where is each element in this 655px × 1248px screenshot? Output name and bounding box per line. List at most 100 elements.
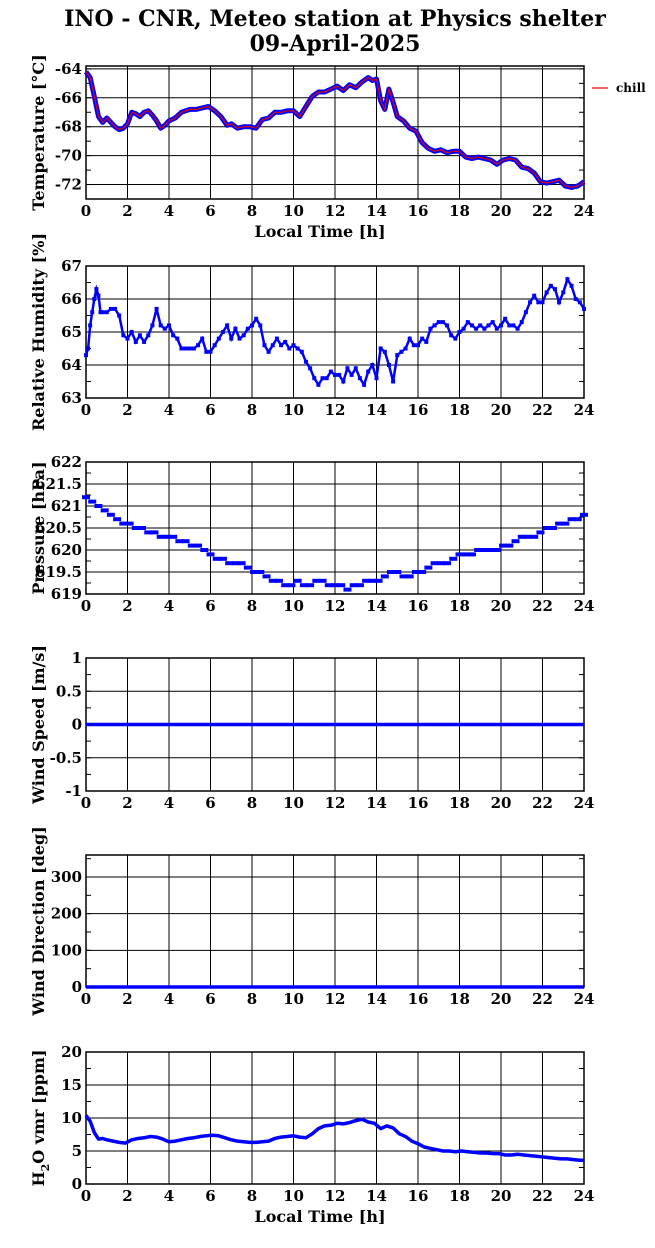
- humidity-data-point: [333, 372, 337, 377]
- humidity-data-point: [175, 336, 180, 341]
- temperature-xtick-label: 14: [366, 202, 387, 220]
- humidity-ytick-label: 66: [61, 290, 82, 308]
- humidity-data-point: [129, 330, 134, 334]
- winddir-xtick-label: 0: [81, 990, 91, 1008]
- pressure-xtick-label: 8: [247, 597, 257, 615]
- humidity-data-point: [515, 326, 520, 331]
- humidity-data-point: [137, 333, 142, 338]
- humidity-data-point: [499, 323, 503, 328]
- humidity-data-point: [108, 306, 113, 311]
- humidity-data-point: [287, 346, 292, 351]
- humidity-data-point: [266, 349, 271, 354]
- humidity-data-point: [125, 336, 130, 341]
- humidity-xtick-label: 20: [491, 401, 512, 419]
- humidity-xtick-label: 18: [449, 401, 470, 419]
- humidity-data-point: [291, 343, 296, 348]
- temperature-plot-frame: [85, 65, 585, 200]
- humidity-data-point: [374, 376, 379, 381]
- humidity-data-point: [316, 382, 321, 387]
- temperature-xtick-label: 12: [325, 202, 346, 220]
- windspeed-ytick-label: 1: [72, 649, 82, 667]
- humidity-data-point: [270, 343, 275, 348]
- humidity-data-point: [94, 287, 99, 292]
- winddir-xtick-label: 22: [532, 990, 553, 1008]
- humidity-data-point: [100, 310, 105, 315]
- pressure-xtick-label: 24: [574, 597, 595, 615]
- humidity-data-point: [220, 330, 225, 334]
- humidity-data-point: [208, 349, 213, 354]
- humidity-data-point: [154, 306, 159, 311]
- humidity-data-point: [216, 336, 221, 341]
- humidity-data-point: [378, 346, 383, 351]
- humidity-xtick-label: 14: [366, 401, 387, 419]
- pressure-ytick-label: 620: [51, 541, 82, 559]
- winddir-xtick-label: 2: [122, 990, 132, 1008]
- humidity-xtick-label: 8: [247, 401, 257, 419]
- pressure-xtick-label: 2: [122, 597, 132, 615]
- humidity-data-point: [565, 277, 570, 282]
- humidity-xtick-label: 10: [283, 401, 304, 419]
- pressure-ytick-label: 621.5: [35, 475, 82, 493]
- humidity-data-point: [84, 353, 88, 358]
- humidity-data-point: [204, 349, 209, 354]
- windspeed-xtick-label: 18: [449, 794, 470, 812]
- winddir-ytick-label: 300: [51, 868, 82, 886]
- humidity-data-point: [457, 330, 462, 334]
- h2o-ytick-label: 20: [61, 1043, 82, 1061]
- humidity-data-point: [162, 326, 167, 331]
- humidity-data-point: [312, 376, 317, 381]
- h2o-xtick-label: 2: [122, 1187, 132, 1205]
- h2o-xtick-label: 20: [491, 1187, 512, 1205]
- h2o-xtick-label: 4: [164, 1187, 174, 1205]
- humidity-xtick-label: 2: [122, 401, 132, 419]
- humidity-data-point: [386, 363, 391, 367]
- windspeed-yaxis-label: Wind Speed [m/s]: [29, 645, 48, 805]
- humidity-data-point: [167, 323, 171, 328]
- humidity-data-point: [113, 306, 118, 311]
- humidity-data-point: [142, 339, 147, 344]
- humidity-data-point: [494, 326, 499, 331]
- humidity-data-point: [399, 349, 404, 354]
- humidity-data-point: [191, 346, 196, 351]
- temperature-ytick-label: -72: [55, 176, 82, 194]
- pressure-ytick-label: 622: [51, 453, 82, 471]
- winddir-yaxis-label: Wind Direction [deg]: [29, 826, 48, 1017]
- windspeed-xtick-label: 8: [247, 794, 257, 812]
- humidity-ytick-label: 65: [61, 323, 82, 341]
- humidity-data-point: [573, 297, 578, 301]
- humidity-data-point: [341, 379, 346, 384]
- humidity-data-point: [532, 293, 537, 298]
- h2o-yaxis-label: H2O vmr [ppm]: [29, 1050, 52, 1187]
- temperature-series-line: [85, 71, 585, 189]
- humidity-data-point: [196, 343, 201, 348]
- windspeed-xtick-label: 6: [205, 794, 215, 812]
- humidity-data-point: [200, 336, 205, 341]
- temperature-xtick-label: 20: [491, 202, 512, 220]
- temperature-xtick-label: 18: [449, 202, 470, 220]
- pressure-ytick-label: 619.5: [35, 563, 82, 581]
- humidity-data-point: [407, 336, 412, 341]
- h2o-xtick-label: 6: [205, 1187, 215, 1205]
- humidity-data-point: [357, 376, 362, 381]
- h2o-xtick-label: 14: [366, 1187, 387, 1205]
- humidity-data-point: [519, 320, 524, 325]
- humidity-data-point: [324, 376, 329, 381]
- humidity-xtick-label: 4: [164, 401, 174, 419]
- temperature-xtick-label: 4: [164, 202, 174, 220]
- humidity-data-point: [453, 336, 458, 341]
- humidity-data-point: [90, 310, 95, 315]
- humidity-xtick-label: 12: [325, 401, 346, 419]
- temperature-legend-label: chill: [616, 81, 646, 95]
- humidity-xtick-label: 6: [205, 401, 215, 419]
- humidity-data-point: [98, 310, 103, 315]
- humidity-data-point: [582, 306, 586, 311]
- temperature-xtick-label: 16: [408, 202, 429, 220]
- humidity-ytick-label: 64: [61, 356, 82, 374]
- humidity-data-point: [86, 346, 91, 351]
- humidity-data-point: [465, 320, 470, 325]
- pressure-xtick-label: 4: [164, 597, 174, 615]
- humidity-yaxis-label: Relative Humidity [%]: [29, 233, 48, 431]
- windspeed-xtick-label: 14: [366, 794, 387, 812]
